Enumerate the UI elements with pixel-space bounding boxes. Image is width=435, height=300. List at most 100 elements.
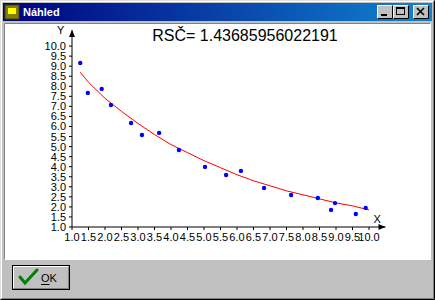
x-tick	[105, 227, 106, 230]
caption-button-face	[393, 5, 409, 19]
y-axis-label: Y	[57, 24, 65, 36]
data-point	[364, 206, 368, 210]
caption-button-face	[413, 5, 429, 19]
bevel	[394, 6, 409, 19]
x-tick-label: 4.0	[163, 231, 178, 243]
app-icon	[8, 8, 16, 14]
x-tick	[154, 227, 155, 230]
y-axis	[72, 30, 73, 227]
x-tick-label: 9.0	[328, 231, 343, 243]
panel-bevel	[5, 24, 431, 260]
x-tick-label: 10.0	[358, 231, 379, 243]
y-tick	[69, 56, 72, 57]
y-tick	[69, 156, 72, 157]
bevel	[378, 6, 393, 19]
caption-button-close[interactable]	[413, 5, 429, 19]
y-tick	[69, 196, 72, 197]
ok-button-label: OK	[41, 272, 58, 284]
caption-button-face	[377, 5, 393, 19]
bevel	[414, 6, 429, 19]
x-tick	[319, 227, 320, 230]
y-tick	[69, 227, 72, 228]
x-tick	[369, 227, 370, 230]
frame-dark	[2, 2, 434, 299]
x-tick-label: 8.0	[295, 231, 310, 243]
x-tick-label: 7.5	[279, 231, 294, 243]
caption-button-minimize[interactable]	[377, 5, 393, 19]
data-point	[289, 193, 293, 197]
y-tick	[69, 106, 72, 107]
data-point	[140, 133, 144, 137]
x-tick	[187, 227, 188, 230]
plot-area	[78, 61, 369, 216]
x-tick	[352, 227, 353, 230]
y-tick	[69, 126, 72, 127]
frame-dark	[1, 1, 435, 300]
y-tick	[69, 216, 72, 217]
y-tick-label: 10.0	[45, 40, 66, 52]
x-tick-label: 5.0	[196, 231, 211, 243]
ok-button-face[interactable]	[12, 265, 70, 290]
y-tick	[69, 46, 72, 47]
x-tick-label: 2.0	[97, 231, 112, 243]
x-axis	[72, 227, 386, 228]
data-point	[262, 186, 266, 190]
window-frame	[0, 0, 435, 300]
chart-title: RSČ= 1.43685956022191	[152, 26, 338, 44]
y-tick	[69, 136, 72, 137]
data-point	[354, 212, 358, 216]
bevel	[394, 6, 409, 19]
x-tick	[336, 227, 337, 230]
data-point	[100, 87, 104, 91]
y-axis-arrow	[69, 30, 75, 37]
x-tick-label: 8.5	[312, 231, 327, 243]
x-tick	[270, 227, 271, 230]
bevel	[378, 6, 393, 19]
frame-light	[1, 1, 435, 300]
app-icon	[5, 5, 19, 19]
data-point	[86, 91, 90, 95]
data-point	[157, 131, 161, 135]
caption-button-maximize[interactable]	[393, 5, 409, 19]
accelerator-underline	[41, 284, 50, 285]
x-tick-label: 1.0	[64, 231, 79, 243]
x-tick	[253, 227, 254, 230]
x-tick-label: 1.5	[81, 231, 96, 243]
y-tick	[69, 86, 72, 87]
bevel	[14, 267, 69, 289]
data-point	[333, 201, 337, 205]
frame-light	[2, 2, 434, 299]
window-title: Náhled	[23, 6, 60, 18]
bevel	[414, 6, 429, 19]
chart-panel	[4, 23, 431, 259]
data-point	[129, 121, 133, 125]
x-tick	[121, 227, 122, 230]
data-point	[109, 103, 113, 107]
ok-button[interactable]: OK	[12, 265, 70, 290]
bevel	[14, 267, 69, 289]
y-tick	[69, 76, 72, 77]
check-icon	[20, 270, 37, 283]
y-tick	[69, 66, 72, 67]
x-tick	[286, 227, 287, 230]
ok-button-focus	[13, 266, 70, 290]
data-point	[203, 165, 207, 169]
data-point	[239, 169, 243, 173]
x-tick	[237, 227, 238, 230]
title-bar	[3, 3, 432, 21]
glyph	[397, 8, 405, 10]
x-tick	[204, 227, 205, 230]
data-point	[78, 61, 82, 65]
x-tick	[303, 227, 304, 230]
x-tick	[138, 227, 139, 230]
glyph	[397, 8, 405, 15]
x-tick	[88, 227, 89, 230]
x-tick-label: 5.5	[213, 231, 228, 243]
fit-line	[80, 72, 369, 210]
glyph	[417, 8, 424, 15]
y-tick	[69, 176, 72, 177]
glyph	[381, 14, 387, 16]
y-tick	[69, 166, 72, 167]
panel-bevel	[5, 24, 431, 260]
x-tick-label: 6.5	[246, 231, 261, 243]
